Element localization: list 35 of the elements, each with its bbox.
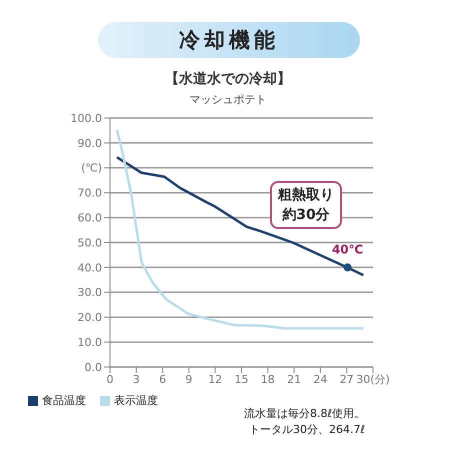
y-tick-label: 100.0 <box>70 112 102 125</box>
x-tick-label: 18 <box>260 372 275 386</box>
line-series <box>116 156 365 276</box>
y-tick-label: 50.0 <box>78 236 102 250</box>
text: トータル30分、264.7ℓ <box>248 422 366 438</box>
x-tick-label: 27 <box>340 372 354 386</box>
y-tick-label: 20.0 <box>78 311 102 324</box>
x-tick-label: 12 <box>208 372 222 386</box>
y-tick-label: 10.0 <box>78 336 102 350</box>
x-tick-label: 24 <box>313 372 328 386</box>
y-tick-label: 60.0 <box>78 212 102 225</box>
annotation: 40℃ <box>332 242 364 256</box>
x-tick-label: 15 <box>234 372 248 386</box>
chart-title: 冷却機能 <box>98 22 360 58</box>
chart-subtitle: 【水道水での冷却】 <box>164 70 292 88</box>
callout-box: 粗熱取り 約30分 <box>270 181 342 229</box>
y-tick-label: 90.0 <box>78 136 102 150</box>
line-series <box>116 128 365 330</box>
legend-label: 食品温度 <box>41 393 86 408</box>
x-tick-label: 0 <box>106 372 114 386</box>
annotation: 粗熱取り <box>278 186 334 205</box>
y-tick-label: 0.0 <box>84 360 102 374</box>
text: マッシュポテト <box>188 92 268 107</box>
y-tick-label: 40.0 <box>78 261 102 274</box>
y-tick-label: (℃) <box>81 162 102 175</box>
y-tick-label: 30.0 <box>78 286 102 300</box>
text: 流水量は毎分8.8ℓ使用。 <box>244 406 366 422</box>
annotation: 約30分 <box>281 206 331 225</box>
legend-label: 表示温度 <box>113 393 158 408</box>
x-tick-label: 21 <box>287 372 302 386</box>
x-tick-label: 3 <box>132 372 140 386</box>
y-tick-label: 70.0 <box>78 186 102 200</box>
x-tick-label: 9 <box>185 372 192 386</box>
x-tick-label: 30(分) <box>356 372 390 386</box>
x-tick-label: 6 <box>159 372 166 386</box>
